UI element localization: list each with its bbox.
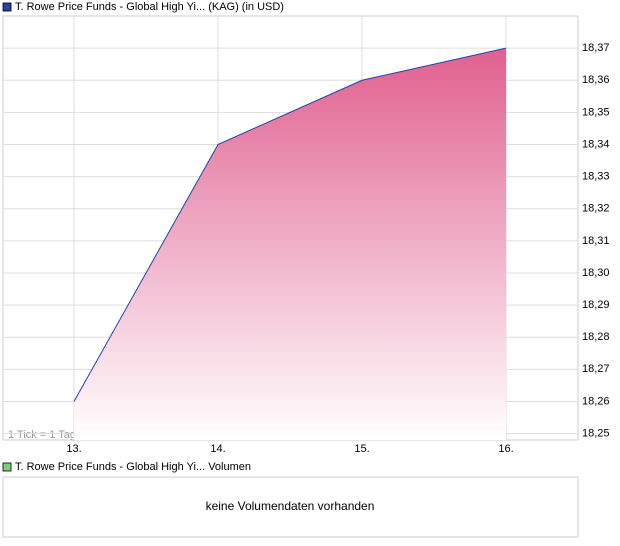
y-tick-label: 18,29 bbox=[582, 299, 610, 311]
y-tick-label: 18,36 bbox=[582, 74, 610, 86]
legend-label: T. Rowe Price Funds - Global High Yi... … bbox=[15, 1, 284, 13]
y-tick-label: 18,25 bbox=[582, 427, 610, 439]
area bbox=[74, 48, 506, 440]
legend-swatch bbox=[2, 462, 12, 472]
y-tick-label: 18,32 bbox=[582, 203, 610, 215]
line bbox=[73, 47, 507, 402]
x-tick-label: 14. bbox=[210, 443, 225, 455]
volume-title: T. Rowe Price Funds - Global High Yi... … bbox=[15, 461, 251, 473]
y-tick-label: 18,31 bbox=[582, 235, 610, 247]
y-tick-label: 18,35 bbox=[582, 106, 610, 118]
y-tick-label: 18,34 bbox=[582, 138, 610, 150]
legend-swatch bbox=[2, 2, 12, 12]
y-tick-label: 18,27 bbox=[582, 363, 610, 375]
note: 1 Tick = 1 Tag bbox=[8, 429, 76, 441]
y-tick-label: 18,26 bbox=[582, 395, 610, 407]
volume-frame bbox=[2, 476, 579, 538]
x-tick-label: 13. bbox=[66, 443, 81, 455]
y-tick-label: 18,30 bbox=[582, 267, 610, 279]
y-tick-label: 18,37 bbox=[582, 42, 610, 54]
y-tick-label: 18,33 bbox=[582, 171, 610, 183]
volume-message: keine Volumendaten vorhanden bbox=[206, 499, 375, 513]
x-tick-label: 16. bbox=[498, 443, 513, 455]
x-tick-label: 15. bbox=[354, 443, 369, 455]
y-tick-label: 18,28 bbox=[582, 331, 610, 343]
